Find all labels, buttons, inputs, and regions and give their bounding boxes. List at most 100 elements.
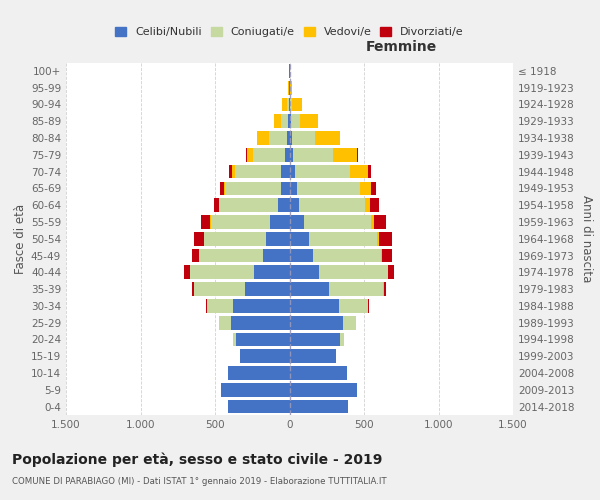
- Bar: [371, 182, 376, 196]
- Bar: [194, 282, 245, 296]
- Bar: [300, 114, 318, 128]
- Bar: [290, 114, 291, 128]
- Bar: [199, 248, 263, 262]
- Bar: [290, 232, 309, 245]
- Bar: [297, 182, 359, 196]
- Bar: [293, 148, 334, 162]
- Bar: [229, 400, 290, 413]
- Bar: [266, 232, 290, 245]
- Bar: [290, 266, 319, 279]
- Y-axis label: Fasce di età: Fasce di età: [14, 204, 27, 274]
- Bar: [278, 198, 290, 212]
- Bar: [288, 81, 289, 94]
- Bar: [290, 282, 329, 296]
- Bar: [232, 316, 290, 330]
- Bar: [192, 282, 194, 296]
- Bar: [220, 182, 224, 196]
- Bar: [224, 182, 226, 196]
- Bar: [233, 332, 236, 346]
- Bar: [388, 266, 394, 279]
- Bar: [219, 198, 220, 212]
- Bar: [334, 148, 356, 162]
- Bar: [239, 350, 241, 363]
- Bar: [379, 232, 392, 245]
- Bar: [207, 299, 233, 313]
- Bar: [359, 182, 371, 196]
- Bar: [289, 98, 290, 112]
- Bar: [290, 164, 295, 178]
- Bar: [245, 282, 290, 296]
- Bar: [221, 383, 290, 396]
- Bar: [235, 164, 281, 178]
- Bar: [292, 131, 315, 145]
- Bar: [220, 316, 232, 330]
- Bar: [206, 299, 207, 313]
- Bar: [263, 248, 290, 262]
- Bar: [236, 332, 290, 346]
- Bar: [290, 248, 313, 262]
- Y-axis label: Anni di nascita: Anni di nascita: [580, 195, 593, 282]
- Bar: [194, 232, 203, 245]
- Bar: [232, 164, 235, 178]
- Text: Popolazione per età, sesso e stato civile - 2019: Popolazione per età, sesso e stato civil…: [12, 452, 382, 467]
- Bar: [281, 164, 290, 178]
- Bar: [290, 332, 340, 346]
- Bar: [290, 98, 292, 112]
- Bar: [291, 114, 300, 128]
- Bar: [350, 164, 368, 178]
- Bar: [368, 299, 369, 313]
- Bar: [370, 198, 379, 212]
- Bar: [241, 350, 290, 363]
- Bar: [290, 215, 304, 229]
- Bar: [282, 98, 287, 112]
- Text: COMUNE DI PARABIAGO (MI) - Dati ISTAT 1° gennaio 2019 - Elaborazione TUTTITALIA.: COMUNE DI PARABIAGO (MI) - Dati ISTAT 1°…: [12, 478, 386, 486]
- Bar: [287, 98, 289, 112]
- Bar: [365, 198, 370, 212]
- Bar: [290, 81, 292, 94]
- Bar: [383, 282, 386, 296]
- Text: Femmine: Femmine: [365, 40, 437, 54]
- Bar: [290, 366, 347, 380]
- Bar: [377, 232, 379, 245]
- Bar: [287, 131, 290, 145]
- Bar: [309, 232, 377, 245]
- Bar: [254, 266, 290, 279]
- Bar: [184, 266, 190, 279]
- Bar: [356, 148, 358, 162]
- Bar: [381, 248, 382, 262]
- Bar: [190, 266, 254, 279]
- Bar: [229, 164, 232, 178]
- Bar: [253, 148, 285, 162]
- Legend: Celibi/Nubili, Coniugati/e, Vedovi/e, Divorziati/e: Celibi/Nubili, Coniugati/e, Vedovi/e, Di…: [110, 22, 469, 42]
- Bar: [290, 383, 356, 396]
- Bar: [290, 400, 349, 413]
- Bar: [340, 299, 368, 313]
- Bar: [304, 215, 371, 229]
- Bar: [288, 114, 290, 128]
- Bar: [191, 248, 199, 262]
- Bar: [285, 148, 290, 162]
- Bar: [319, 266, 388, 279]
- Bar: [269, 131, 287, 145]
- Bar: [211, 215, 270, 229]
- Bar: [290, 350, 335, 363]
- Bar: [315, 131, 340, 145]
- Bar: [214, 198, 219, 212]
- Bar: [292, 98, 302, 112]
- Bar: [220, 198, 278, 212]
- Bar: [329, 282, 383, 296]
- Bar: [371, 215, 374, 229]
- Bar: [201, 215, 210, 229]
- Bar: [382, 248, 392, 262]
- Bar: [295, 164, 350, 178]
- Bar: [204, 232, 266, 245]
- Bar: [313, 248, 381, 262]
- Bar: [290, 182, 297, 196]
- Bar: [226, 182, 281, 196]
- Bar: [290, 316, 343, 330]
- Bar: [368, 164, 371, 178]
- Bar: [290, 131, 292, 145]
- Bar: [281, 114, 288, 128]
- Bar: [290, 198, 299, 212]
- Bar: [247, 148, 253, 162]
